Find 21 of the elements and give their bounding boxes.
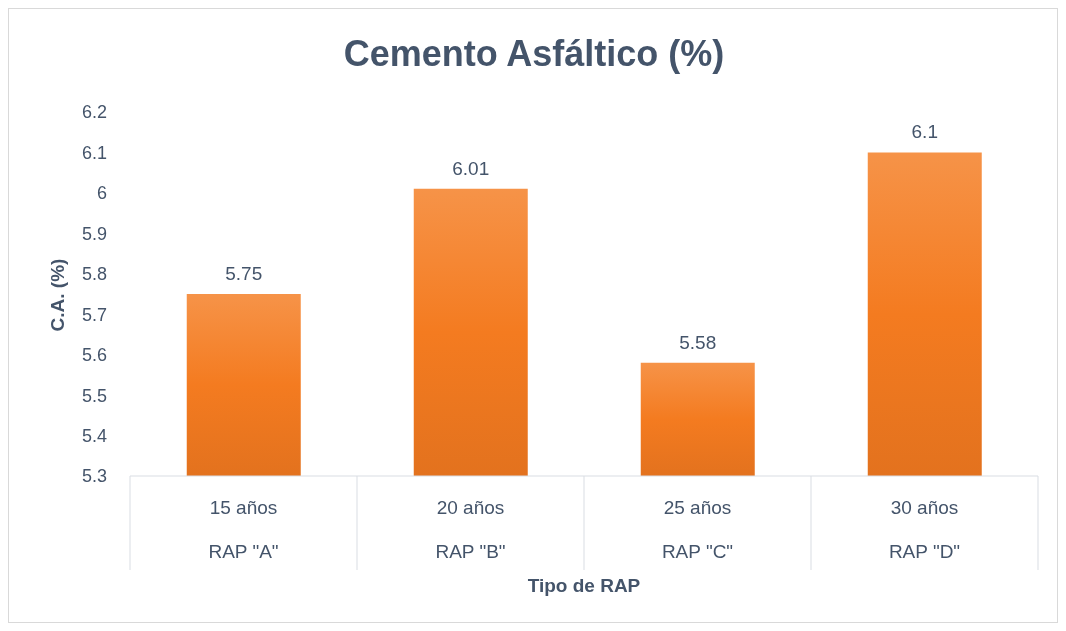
y-axis-title: C.A. (%): [47, 258, 69, 332]
x-axis-title: Tipo de RAP: [527, 574, 641, 596]
y-tick-label: 6.1: [81, 142, 107, 163]
category-label: 20 años RAP "B": [435, 496, 506, 562]
data-label: 5.75: [225, 263, 263, 284]
data-label: 6.1: [911, 121, 938, 143]
y-tick-label: 5.5: [81, 385, 107, 406]
category-label: 15 años RAP "A": [208, 496, 279, 562]
data-label: 5.58: [679, 331, 717, 353]
y-tick-label: 6.2: [81, 102, 107, 123]
y-tick-label: 5.3: [81, 466, 107, 487]
category-label: 30 años RAP "D": [888, 496, 961, 562]
y-tick-label: 5.9: [81, 223, 107, 244]
y-tick-label: 5.4: [81, 425, 107, 446]
category-label: 25 años RAP "C": [661, 496, 734, 562]
y-tick-label: 5.8: [81, 264, 107, 285]
data-label: 6.01: [452, 157, 490, 179]
y-tick-label: 5.6: [81, 345, 107, 366]
y-tick-label: 5.7: [81, 304, 107, 325]
chart-title: Cemento Asfáltico (%): [342, 33, 726, 75]
y-tick-label: 6: [96, 183, 107, 204]
